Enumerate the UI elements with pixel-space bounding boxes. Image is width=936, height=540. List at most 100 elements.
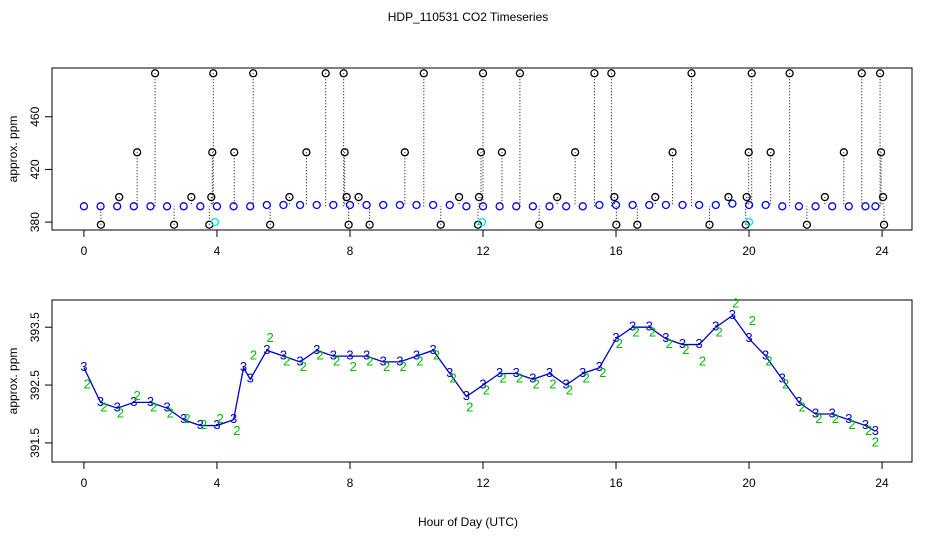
point-label: 2 — [616, 336, 623, 351]
point-label: 3 — [479, 376, 486, 391]
point — [828, 202, 837, 211]
point-label: 3 — [413, 348, 420, 363]
point-label: 2 — [872, 434, 879, 449]
point-label: 2 — [449, 371, 456, 386]
point — [96, 220, 106, 229]
point-label: 2 — [100, 400, 107, 415]
point-label: 3 — [679, 336, 686, 351]
point-label: 2 — [749, 313, 756, 328]
point — [129, 202, 138, 211]
point-label: 3 — [596, 359, 603, 374]
y-tick-label: 391.5 — [28, 428, 42, 458]
point-label: 2 — [782, 376, 789, 391]
y-tick-label: 392.5 — [28, 370, 42, 400]
point — [246, 202, 255, 211]
point — [419, 69, 428, 78]
x-tick-label: 4 — [214, 244, 221, 258]
point-label: 2 — [183, 411, 190, 426]
point — [535, 220, 544, 229]
point-label: 2 — [300, 359, 307, 374]
point — [728, 199, 737, 208]
point-label: 3 — [762, 348, 769, 363]
point-label: 3 — [463, 388, 470, 403]
point-label: 3 — [795, 394, 802, 409]
point-label: 3 — [729, 307, 736, 322]
point-label: 3 — [363, 348, 370, 363]
point-label: 3 — [696, 336, 703, 351]
point — [400, 148, 409, 157]
point — [342, 192, 351, 202]
point — [570, 148, 580, 157]
point — [561, 202, 571, 211]
point — [844, 202, 853, 211]
point — [878, 192, 888, 202]
point — [179, 202, 188, 211]
point-label: 2 — [599, 365, 606, 380]
point-label: 3 — [380, 353, 387, 368]
point — [695, 200, 704, 210]
point-label: 2 — [250, 348, 257, 363]
y-tick-label: 420 — [28, 159, 42, 179]
point — [744, 200, 754, 210]
point — [612, 220, 621, 229]
point — [212, 202, 222, 211]
point — [871, 202, 880, 211]
point-label: 3 — [812, 405, 819, 420]
point — [79, 202, 89, 211]
point-label: 2 — [84, 376, 91, 391]
point-label: 2 — [316, 348, 323, 363]
point — [705, 220, 714, 229]
point-label: 3 — [296, 353, 303, 368]
point — [321, 69, 330, 78]
y-tick-label: 460 — [28, 106, 42, 126]
point — [876, 148, 886, 157]
point — [428, 200, 438, 210]
point-label: 3 — [130, 394, 137, 409]
point — [861, 202, 870, 211]
point — [354, 192, 363, 202]
point — [162, 202, 172, 211]
point-label: 3 — [346, 348, 353, 363]
point — [412, 200, 421, 210]
point-label: 2 — [765, 353, 772, 368]
point — [365, 220, 374, 229]
point — [477, 217, 487, 227]
point — [96, 202, 105, 211]
point — [528, 202, 538, 211]
point — [295, 200, 305, 210]
point-label: 2 — [582, 371, 589, 386]
point — [436, 220, 445, 229]
point-label: 3 — [147, 394, 154, 409]
y-tick-label: 380 — [28, 212, 42, 232]
point — [187, 192, 196, 202]
x-tick-label: 24 — [875, 244, 889, 258]
point — [339, 69, 348, 78]
point-label: 3 — [629, 319, 636, 334]
point — [766, 148, 775, 157]
point — [476, 148, 486, 157]
x-tick-label: 0 — [81, 476, 88, 490]
point — [839, 148, 848, 157]
point-label: 3 — [240, 359, 247, 374]
point — [230, 148, 239, 157]
point-label: 3 — [612, 330, 619, 345]
point — [113, 202, 122, 211]
point-label: 3 — [247, 371, 254, 386]
point — [661, 200, 671, 210]
point-label: 3 — [845, 411, 852, 426]
point-label: 3 — [862, 417, 869, 432]
point — [610, 192, 619, 202]
point — [711, 200, 720, 210]
point — [229, 202, 238, 211]
point-label: 2 — [150, 400, 157, 415]
point-label: 2 — [832, 411, 839, 426]
point-label: 3 — [197, 417, 204, 432]
point-label: 3 — [396, 353, 403, 368]
point-label: 2 — [366, 353, 373, 368]
point — [344, 220, 353, 229]
point-label: 2 — [283, 353, 290, 368]
point — [651, 192, 660, 202]
point — [645, 200, 654, 210]
point-label: 3 — [872, 423, 879, 438]
plot-frame — [51, 299, 913, 463]
